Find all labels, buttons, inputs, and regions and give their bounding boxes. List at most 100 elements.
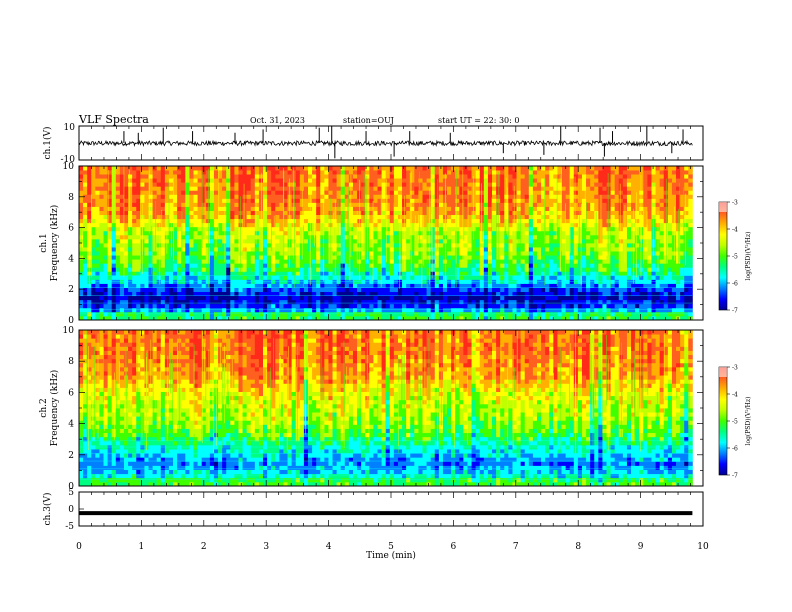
psd-cell bbox=[258, 311, 264, 317]
psd-cell bbox=[573, 255, 579, 260]
psd-cell bbox=[467, 174, 472, 179]
psd-cell bbox=[438, 311, 444, 317]
psd-cell bbox=[365, 283, 370, 288]
psd-cell bbox=[128, 210, 133, 216]
psd-cell bbox=[475, 315, 481, 320]
psd-cell bbox=[496, 299, 501, 305]
psd-cell bbox=[545, 234, 550, 240]
psd-cell bbox=[201, 214, 207, 220]
psd-cell bbox=[455, 190, 460, 195]
psd-cell bbox=[177, 259, 182, 264]
psd-cell bbox=[99, 198, 104, 203]
psd-cell bbox=[352, 186, 358, 191]
psd-cell bbox=[590, 194, 595, 199]
psd-cell bbox=[496, 182, 501, 187]
psd-cell bbox=[189, 178, 194, 183]
psd-cell bbox=[516, 307, 522, 313]
psd-cell bbox=[128, 299, 133, 305]
psd-cell bbox=[512, 218, 517, 224]
psd-cell bbox=[410, 166, 415, 171]
psd-cell bbox=[209, 315, 215, 320]
psd-cell bbox=[279, 275, 284, 280]
psd-cell bbox=[275, 243, 280, 248]
psd-cell bbox=[156, 234, 162, 240]
psd-cell bbox=[123, 218, 129, 224]
psd-cell bbox=[312, 295, 317, 301]
psd-cell bbox=[279, 210, 284, 216]
psd-cell bbox=[222, 299, 227, 305]
psd-cell bbox=[267, 263, 272, 268]
psd-cell bbox=[537, 194, 542, 199]
psd-cell bbox=[553, 263, 558, 268]
psd-cell bbox=[369, 194, 374, 199]
psd-cell bbox=[234, 234, 239, 240]
psd-cell bbox=[91, 238, 96, 244]
psd-cell bbox=[504, 307, 509, 313]
psd-cell bbox=[369, 291, 374, 297]
psd-cell bbox=[442, 295, 448, 301]
psd-cell bbox=[361, 247, 366, 252]
psd-cell bbox=[508, 194, 513, 199]
psd-cell bbox=[164, 275, 170, 280]
psd-cell bbox=[103, 259, 109, 264]
psd-cell bbox=[271, 247, 276, 252]
psd-cell bbox=[177, 251, 182, 256]
psd-cell bbox=[177, 275, 182, 280]
psd-cell bbox=[434, 230, 440, 236]
psd-cell bbox=[177, 255, 182, 260]
psd-cell bbox=[132, 170, 137, 175]
psd-cell bbox=[205, 186, 211, 191]
psd-cell bbox=[410, 222, 415, 228]
psd-cell bbox=[528, 226, 534, 232]
psd-cell bbox=[332, 234, 338, 240]
psd-cell bbox=[164, 170, 170, 175]
psd-cell bbox=[160, 170, 166, 175]
psd-cell bbox=[250, 186, 256, 191]
psd-cell bbox=[173, 251, 178, 256]
psd-cell bbox=[500, 226, 505, 232]
psd-cell bbox=[520, 315, 526, 320]
psd-cell bbox=[258, 271, 264, 276]
psd-cell bbox=[168, 275, 174, 280]
psd-cell bbox=[95, 307, 100, 313]
psd-cell bbox=[541, 299, 546, 305]
psd-cell bbox=[234, 186, 239, 191]
psd-cell bbox=[136, 263, 141, 268]
psd-cell bbox=[111, 287, 117, 293]
psd-cell bbox=[565, 234, 571, 240]
psd-cell bbox=[303, 182, 309, 187]
psd-cell bbox=[561, 271, 567, 276]
psd-cell bbox=[418, 275, 423, 280]
psd-cell bbox=[561, 303, 567, 309]
psd-cell bbox=[254, 166, 260, 171]
psd-cell bbox=[181, 190, 186, 195]
psd-cell bbox=[189, 307, 194, 313]
psd-cell bbox=[144, 218, 149, 224]
psd-cell bbox=[168, 238, 174, 244]
psd-cell bbox=[418, 214, 423, 220]
psd-cell bbox=[91, 210, 96, 216]
psd-cell bbox=[218, 210, 223, 216]
psd-cell bbox=[537, 307, 542, 313]
psd-cell bbox=[422, 311, 427, 317]
psd-cell bbox=[144, 251, 149, 256]
psd-cell bbox=[267, 259, 272, 264]
psd-cell bbox=[144, 259, 149, 264]
psd-cell bbox=[115, 186, 121, 191]
psd-cell bbox=[111, 311, 117, 317]
psd-cell bbox=[246, 170, 252, 175]
psd-cell bbox=[107, 182, 113, 187]
psd-cell bbox=[181, 234, 186, 240]
psd-cell bbox=[83, 202, 88, 207]
psd-cell bbox=[459, 311, 464, 317]
psd-cell bbox=[332, 299, 338, 305]
psd-cell bbox=[397, 226, 403, 232]
psd-cell bbox=[181, 178, 186, 183]
psd-cell bbox=[136, 287, 141, 293]
psd-cell bbox=[340, 311, 346, 317]
psd-cell bbox=[598, 182, 603, 187]
psd-cell bbox=[414, 247, 419, 252]
psd-cell bbox=[487, 206, 493, 211]
psd-cell bbox=[230, 230, 235, 236]
psd-cell bbox=[279, 218, 284, 224]
